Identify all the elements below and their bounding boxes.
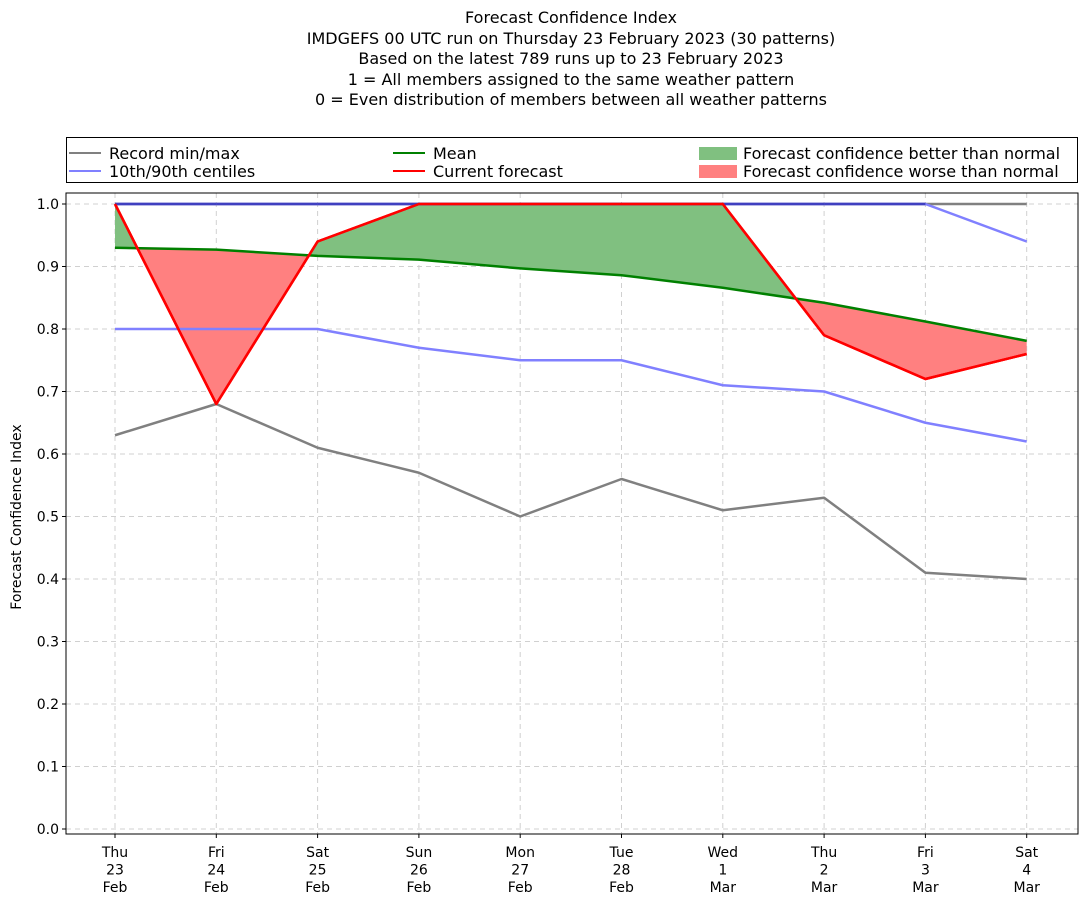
y-tick-label: 0.2 <box>37 697 59 713</box>
title-line: IMDGEFS 00 UTC run on Thursday 23 Februa… <box>306 28 836 48</box>
axes: 0.00.10.20.30.40.50.60.70.80.91.0Thu23Fe… <box>37 192 1079 896</box>
y-tick-label: 0.6 <box>37 447 59 463</box>
series-current-forecast <box>113 202 1027 406</box>
series-mean <box>114 246 1027 343</box>
x-tick-label: 24 <box>207 863 225 879</box>
x-tick-label: 2 <box>820 863 829 879</box>
legend-entry-worse: Forecast confidence worse than normal <box>699 161 1059 181</box>
x-tick-label: 28 <box>613 863 631 879</box>
legend-swatch <box>393 151 425 155</box>
x-tick-label: 27 <box>511 863 529 879</box>
x-tick-label: 4 <box>1022 863 1031 879</box>
x-tick-label: Mar <box>811 880 838 896</box>
title-line: Forecast Confidence Index <box>465 8 677 27</box>
x-tick-label: Feb <box>305 880 330 896</box>
legend-label: 10th/90th centiles <box>109 161 256 181</box>
x-tick-label: Feb <box>407 880 432 896</box>
x-tick-label: Mar <box>1013 880 1040 896</box>
legend-entry-centiles: 10th/90th centiles <box>69 161 256 181</box>
legend-entry-mean: Mean <box>393 143 477 163</box>
legend-swatch <box>69 151 101 155</box>
y-tick-label: 0.8 <box>37 322 59 338</box>
series-10th-centile <box>115 327 1027 443</box>
y-axis-label: Forecast Confidence Index <box>9 424 25 609</box>
x-tick-label: 26 <box>410 863 428 879</box>
fill-worse-than-normal <box>137 248 309 404</box>
y-tick-label: 0.1 <box>37 760 59 776</box>
x-tick-label: Thu <box>101 845 128 861</box>
legend-label: Record min/max <box>109 143 240 163</box>
x-tick-label: Sat <box>306 845 329 861</box>
title-line: Based on the latest 789 runs up to 23 Fe… <box>358 49 784 68</box>
y-tick-label: 0.5 <box>37 510 59 526</box>
x-tick-label: Thu <box>810 845 837 861</box>
legend-swatch <box>699 164 737 178</box>
y-tick-label: 0.4 <box>37 572 59 588</box>
confidence-fills <box>115 204 1027 404</box>
x-tick-label: Mar <box>912 880 939 896</box>
chart-legend: Record min/max 10th/90th centiles Mean C… <box>66 137 1078 183</box>
series-record-min <box>114 402 1027 581</box>
x-tick-label: Fri <box>208 845 225 861</box>
legend-swatch <box>699 146 737 160</box>
legend-entry-record: Record min/max <box>69 143 240 163</box>
x-tick-label: Feb <box>103 880 128 896</box>
y-tick-label: 0.9 <box>37 260 59 276</box>
x-tick-label: 3 <box>921 863 930 879</box>
x-tick-label: Sat <box>1015 845 1038 861</box>
legend-entry-better: Forecast confidence better than normal <box>699 143 1061 163</box>
series-lines <box>113 202 1028 581</box>
legend-entry-current: Current forecast <box>393 161 563 181</box>
x-tick-label: 1 <box>718 863 727 879</box>
x-tick-label: 25 <box>309 863 327 879</box>
title-line: 0 = Even distribution of members between… <box>314 90 828 109</box>
legend-swatch <box>393 169 425 173</box>
x-tick-label: Feb <box>609 880 634 896</box>
y-tick-label: 0.3 <box>37 635 59 651</box>
x-tick-label: Mon <box>505 845 535 861</box>
x-tick-label: Wed <box>708 845 739 861</box>
x-tick-label: Sun <box>406 845 433 861</box>
legend-label: Mean <box>433 143 477 163</box>
x-tick-label: Feb <box>508 880 533 896</box>
title-line: 1 = All members assigned to the same wea… <box>347 69 795 89</box>
legend-label: Current forecast <box>433 161 563 181</box>
fill-better-than-normal <box>308 204 796 299</box>
y-tick-label: 0.0 <box>37 822 59 838</box>
fill-worse-than-normal <box>795 298 1027 379</box>
legend-label: Forecast confidence better than normal <box>743 143 1061 163</box>
y-tick-label: 0.7 <box>37 385 59 401</box>
legend-label: Forecast confidence worse than normal <box>743 161 1059 181</box>
y-tick-label: 1.0 <box>37 197 59 213</box>
x-tick-label: 23 <box>106 863 124 879</box>
chart-title: Forecast Confidence Index IMDGEFS 00 UTC… <box>0 8 1092 111</box>
x-tick-label: Feb <box>204 880 229 896</box>
x-tick-label: Tue <box>609 845 634 861</box>
plot-frame <box>65 192 1079 835</box>
x-tick-label: Mar <box>710 880 737 896</box>
legend-swatch <box>69 169 101 173</box>
x-tick-label: Fri <box>917 845 934 861</box>
